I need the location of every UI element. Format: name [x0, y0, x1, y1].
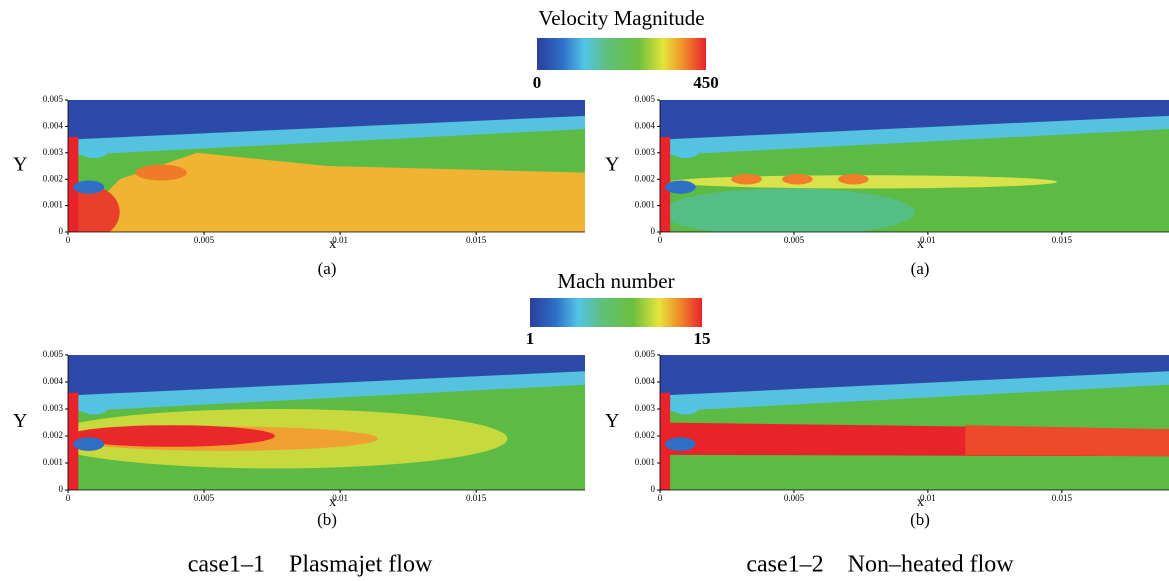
y-tick-label: 0.001	[635, 457, 655, 467]
y-tick-label: 0.001	[635, 200, 655, 210]
field-jet	[68, 425, 275, 447]
y-tick-label: 0.001	[43, 457, 63, 467]
x-tick-label: 0	[658, 235, 663, 245]
x-tick-label: 0.005	[784, 493, 805, 503]
y-tick-label: 0	[59, 484, 64, 494]
panel-label: (a)	[911, 259, 930, 278]
colorbar	[537, 38, 706, 70]
y-tick-label: 0.004	[635, 376, 656, 386]
x-tick-label: 0	[658, 493, 663, 503]
field-vortex	[672, 403, 699, 415]
field-jet	[68, 152, 585, 232]
y-tick-label: 0	[651, 484, 656, 494]
colorbar-min: 1	[526, 329, 535, 348]
colorbar-min: 0	[533, 73, 542, 92]
y-tick-label: 0.002	[635, 173, 655, 183]
x-tick-label: 0.015	[466, 493, 487, 503]
y-axis-label: Y	[605, 410, 619, 432]
y-axis-label: Y	[13, 154, 27, 176]
y-tick-label: 0.002	[43, 173, 63, 183]
field-vortex	[665, 180, 696, 194]
x-tick-label: 0.01	[920, 235, 936, 245]
contour-plot	[68, 100, 585, 232]
y-tick-label: 0.004	[635, 120, 656, 130]
x-tick-label: 0.015	[1052, 235, 1073, 245]
field-vortex	[672, 147, 699, 159]
colorbar-max: 15	[694, 329, 711, 348]
field-jet	[782, 173, 813, 185]
caption: case1–1 Plasmajet flow	[188, 552, 433, 578]
x-tick-label: 0.005	[784, 235, 805, 245]
x-axis-label: x	[329, 495, 336, 510]
panel-label: (b)	[910, 510, 930, 529]
x-tick-label: 0.005	[194, 235, 215, 245]
y-tick-label: 0.003	[635, 147, 656, 157]
field-jet	[731, 173, 762, 185]
field-inlet	[660, 392, 671, 490]
field-inlet	[68, 392, 79, 490]
y-tick-label: 0.001	[43, 200, 63, 210]
field-vortex	[665, 437, 696, 451]
field-vortex	[80, 403, 107, 415]
x-tick-label: 0.01	[332, 493, 348, 503]
contour-plot	[660, 355, 1169, 490]
field-band	[68, 100, 585, 140]
x-tick-label: 0.015	[1052, 493, 1073, 503]
y-tick-label: 0	[59, 226, 64, 236]
y-tick-label: 0.005	[43, 349, 64, 359]
panel-label: (b)	[317, 510, 337, 529]
field-vortex	[73, 437, 105, 451]
y-axis-label: Y	[605, 154, 619, 176]
y-axis-label: Y	[13, 410, 27, 432]
field-jet	[965, 425, 1169, 457]
field-jet	[68, 185, 120, 232]
colorbar	[530, 298, 702, 327]
field-band	[660, 355, 1169, 396]
x-tick-label: 0.005	[194, 493, 215, 503]
field-vortex	[73, 180, 105, 194]
x-tick-label: 0.01	[332, 235, 348, 245]
panel-label: (a)	[318, 259, 337, 278]
field-jet	[838, 173, 869, 185]
field-jet	[660, 188, 915, 232]
colorbar-max: 450	[693, 73, 719, 92]
field-inlet	[68, 136, 79, 232]
x-tick-label: 0.01	[920, 493, 936, 503]
y-tick-label: 0.004	[43, 120, 64, 130]
x-tick-label: 0.015	[466, 235, 487, 245]
x-tick-label: 0	[66, 235, 71, 245]
y-tick-label: 0.002	[43, 430, 63, 440]
field-band	[68, 355, 585, 396]
contour-plot	[68, 355, 585, 490]
x-axis-label: x	[329, 237, 336, 252]
contour-plot	[660, 100, 1169, 232]
y-tick-label: 0.005	[635, 349, 656, 359]
field-band	[660, 100, 1169, 140]
x-tick-label: 0	[66, 493, 71, 503]
y-tick-label: 0.003	[43, 403, 64, 413]
field-inlet	[660, 136, 671, 232]
colorbar-title: Velocity Magnitude	[538, 6, 704, 30]
y-tick-label: 0.004	[43, 376, 64, 386]
y-tick-label: 0.002	[635, 430, 655, 440]
y-tick-label: 0	[651, 226, 656, 236]
colorbar-title: Mach number	[557, 269, 674, 293]
y-tick-label: 0.005	[43, 94, 64, 104]
field-vortex	[80, 147, 107, 159]
x-axis-label: x	[917, 495, 924, 510]
y-tick-label: 0.003	[43, 147, 64, 157]
y-tick-label: 0.005	[635, 94, 656, 104]
y-tick-label: 0.003	[635, 403, 656, 413]
x-axis-label: x	[917, 237, 924, 252]
caption: case1–2 Non–heated flow	[746, 552, 1014, 578]
field-jet	[135, 164, 187, 181]
